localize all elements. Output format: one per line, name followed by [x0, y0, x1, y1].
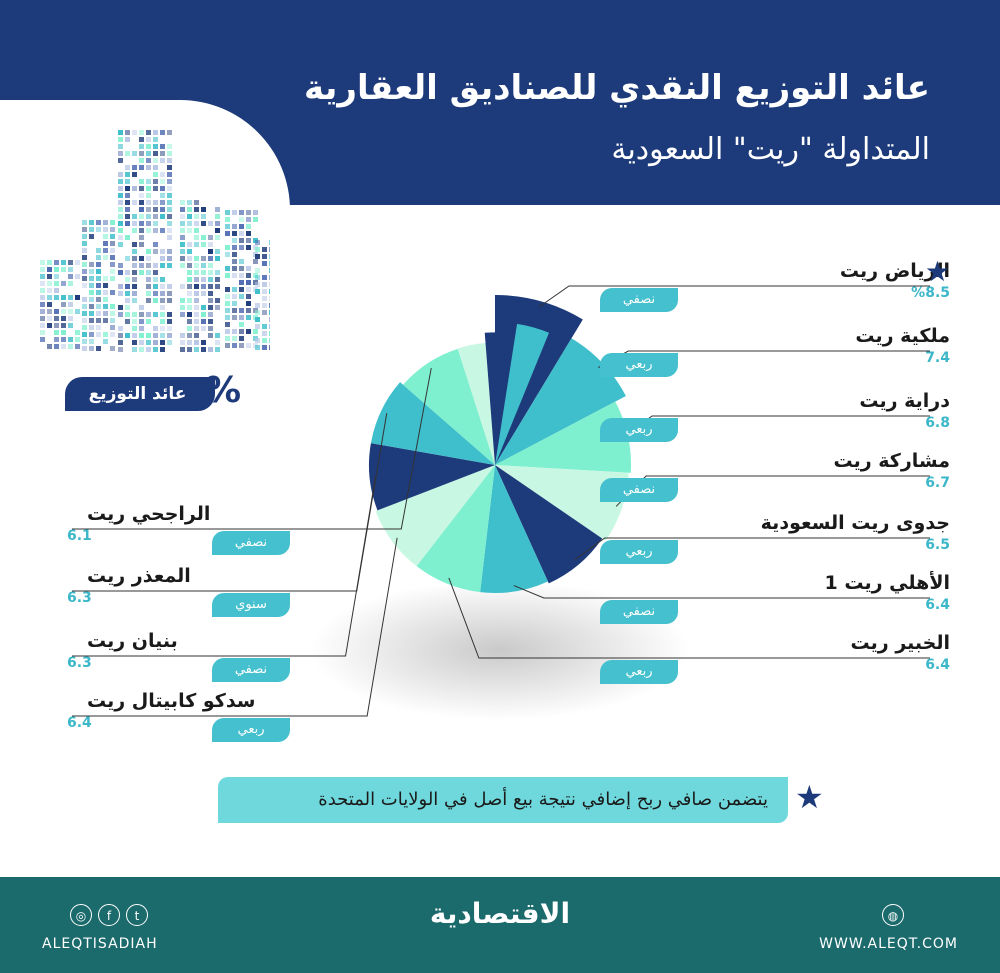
frequency-badge: ربعي: [600, 418, 678, 442]
twitter-icon[interactable]: t: [126, 904, 148, 926]
leader-line: [538, 285, 930, 308]
pie-label: ملكية ريت 7.4: [710, 325, 950, 366]
frequency-badge: نصفي: [600, 288, 678, 312]
pie-label: الرياض ريت %8.5: [710, 260, 950, 301]
pie-slice: [480, 465, 548, 593]
pie-slice-decor: [495, 323, 550, 465]
leader-line: [513, 585, 930, 599]
leader-line: [574, 537, 930, 561]
fund-name: الخبير ريت: [850, 632, 950, 654]
yield-value: 6.3: [67, 590, 92, 606]
pie-slice: [495, 465, 603, 584]
fund-name: الراجحي ريت: [87, 503, 211, 525]
leader-line: [72, 413, 388, 592]
fund-name: بنيان ريت: [87, 630, 178, 652]
yield-value: %8.5: [911, 285, 950, 301]
frequency-badge: نصفي: [600, 478, 678, 502]
pie-label: دراية ريت 6.8: [710, 390, 950, 431]
frequency-badge: ربعي: [600, 353, 678, 377]
header-cutout: [0, 100, 290, 210]
footer: [0, 877, 1000, 973]
pie-slice: [403, 348, 495, 465]
pie-chart: [72, 285, 930, 720]
pie-label: الأهلي ريت 1 6.4: [710, 572, 950, 613]
yield-value: 6.5: [925, 537, 950, 553]
frequency-badge: ربعي: [212, 718, 290, 742]
percent-sign: %: [205, 370, 242, 411]
fund-name: جدوى ريت السعودية: [760, 512, 950, 534]
yield-value: 6.8: [925, 415, 950, 431]
frequency-badge: نصفي: [212, 658, 290, 682]
fund-name: المعذر ريت: [87, 565, 191, 587]
note-box: [218, 777, 788, 823]
fund-name: سدكو كابيتال ريت: [87, 690, 256, 712]
fund-name: ملكية ريت: [855, 325, 950, 347]
pie-slice: [495, 338, 626, 465]
fund-name: مشاركة ريت: [833, 450, 950, 472]
pie-label: بنيان ريت 6.3: [67, 630, 307, 671]
leader-line: [448, 577, 930, 659]
fund-name: الأهلي ريت 1: [824, 572, 950, 594]
yield-value: 6.1: [67, 528, 92, 544]
pie-label: جدوى ريت السعودية 6.5: [710, 512, 950, 553]
pie-slice-decor: [484, 332, 516, 465]
pie-label: مشاركة ريت 6.7: [710, 450, 950, 491]
pie-slice: [375, 465, 495, 567]
star-icon: ★: [795, 778, 824, 816]
website-link[interactable]: WWW.ALEQT.COM: [819, 936, 958, 952]
pie-slice: [416, 465, 495, 593]
yield-value: 6.7: [925, 475, 950, 491]
star-icon: ★: [924, 255, 950, 288]
pie-slice: [495, 401, 631, 473]
frequency-badge: نصفي: [600, 600, 678, 624]
pie-slice: [368, 443, 495, 511]
pie-label: الراجحي ريت 6.1: [67, 503, 307, 544]
pie-label: المعذر ريت 6.3: [67, 565, 307, 606]
frequency-badge: نصفي: [212, 531, 290, 555]
brand-logo: الاقتصادية: [429, 897, 571, 930]
page-title: عائد التوزيع النقدي للصناديق العقارية: [304, 68, 930, 108]
city-skyline-illustration: [40, 130, 270, 352]
yield-value: 6.4: [925, 597, 950, 613]
fund-name: دراية ريت: [859, 390, 950, 412]
frequency-badge: ربعي: [600, 660, 678, 684]
leader-line: [72, 367, 432, 530]
social-handle: ALEQTISADIAH: [42, 936, 158, 952]
pie-slice-decor: [457, 342, 495, 465]
page-subtitle: المتداولة "ريت" السعودية: [611, 132, 930, 167]
yield-value: 6.4: [925, 657, 950, 673]
yield-value: 6.3: [67, 655, 92, 671]
instagram-icon[interactable]: ◎: [70, 904, 92, 926]
pie-slice: [495, 465, 629, 541]
pie-label: الخبير ريت 6.4: [710, 632, 950, 673]
dribbble-icon[interactable]: ◍: [882, 904, 904, 926]
leader-line: [72, 537, 398, 717]
fund-name: الرياض ريت: [839, 260, 950, 282]
pie-slice: [370, 382, 495, 465]
facebook-icon[interactable]: f: [98, 904, 120, 926]
pie-shadow: [310, 580, 690, 720]
yield-value: 6.4: [67, 715, 92, 731]
badge-background: [65, 377, 215, 411]
frequency-badge: ربعي: [600, 540, 678, 564]
badge-label: عائد التوزيع: [88, 384, 187, 404]
yield-value: 7.4: [925, 350, 950, 366]
pie-label: سدكو كابيتال ريت 6.4: [67, 690, 307, 731]
note-text: يتضمن صافي ربح إضافي نتيجة بيع أصل في ال…: [318, 789, 768, 810]
frequency-badge: سنوي: [212, 593, 290, 617]
